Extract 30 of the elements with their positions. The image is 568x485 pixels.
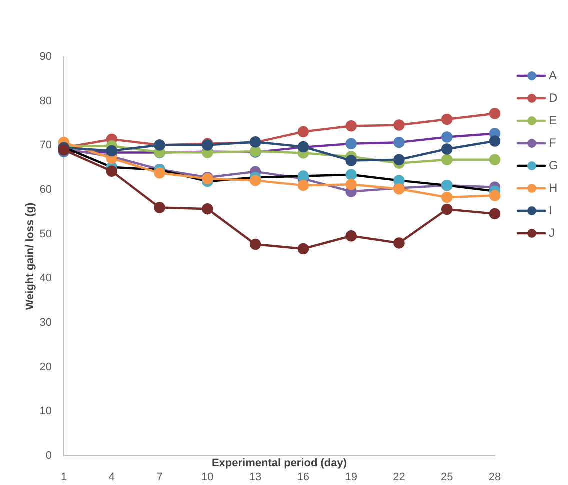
legend-label: I — [549, 203, 552, 218]
y-tick-label: 80 — [40, 95, 52, 108]
legend-label: E — [549, 113, 558, 128]
y-tick-label: 60 — [40, 184, 52, 196]
legend-label: D — [549, 90, 558, 105]
y-tick-label: 40 — [40, 272, 52, 285]
x-axis-title: Experimental period (day) — [212, 458, 348, 470]
y-axis-title: Weight gain/ loss (g) — [24, 202, 37, 310]
y-tick-label: 70 — [40, 140, 52, 152]
legend-label: A — [549, 68, 558, 82]
x-tick-label: 19 — [345, 472, 358, 484]
x-tick-label: 1 — [60, 472, 68, 484]
y-tick-label: 0 — [46, 450, 52, 462]
x-tick-label: 22 — [393, 472, 406, 484]
x-tick-label: 10 — [202, 472, 214, 484]
legend-label: F — [549, 136, 556, 150]
y-tick-label: 90 — [40, 51, 52, 64]
y-tick-label: 20 — [40, 361, 52, 374]
legend-label: H — [549, 180, 558, 195]
x-tick-label: 25 — [440, 472, 454, 484]
legend-label: G — [549, 158, 558, 172]
legend-label: J — [549, 226, 555, 240]
x-tick-label: 4 — [108, 472, 115, 484]
x-tick-label: 16 — [297, 472, 310, 484]
y-tick-label: 10 — [40, 406, 52, 418]
x-tick-label: 13 — [249, 472, 262, 484]
x-tick-label: 7 — [156, 472, 163, 484]
y-tick-label: 50 — [40, 228, 52, 240]
y-tick-label: 30 — [40, 317, 52, 330]
x-tick-label: 28 — [488, 472, 502, 484]
